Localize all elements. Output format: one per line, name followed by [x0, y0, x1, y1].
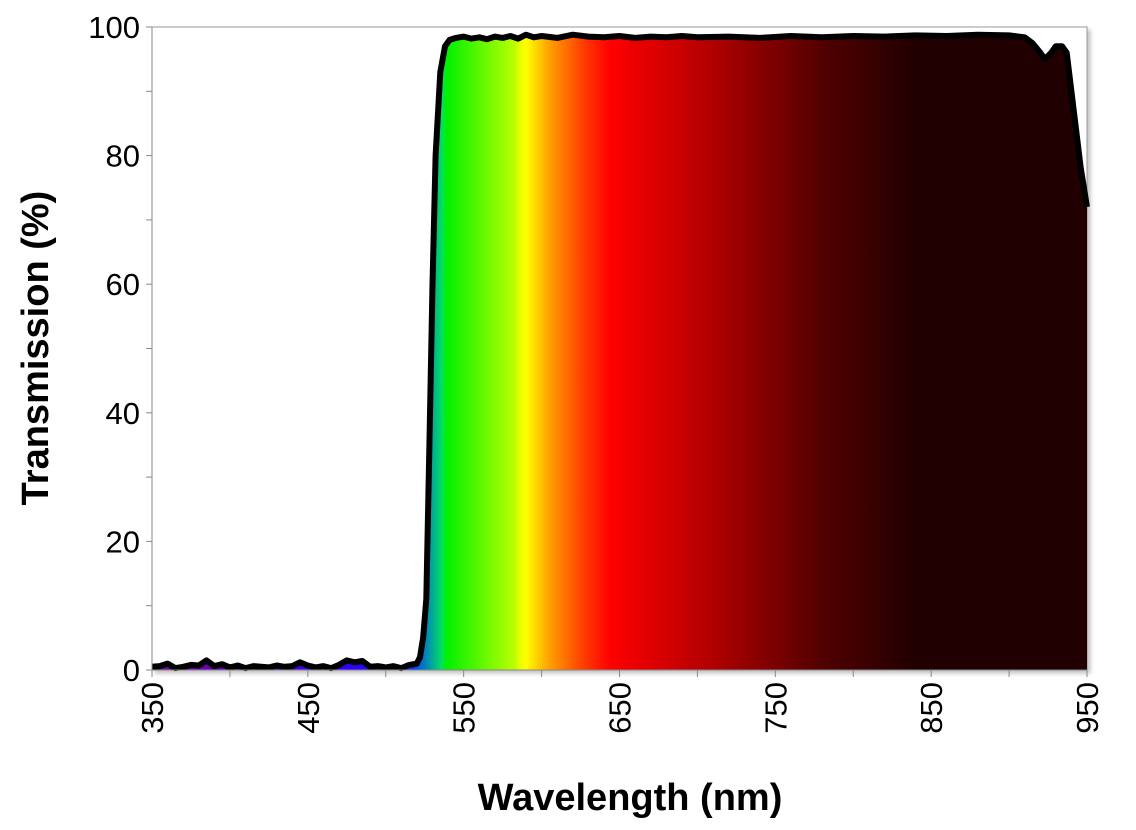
y-tick-label: 60	[106, 267, 140, 302]
y-tick-label: 80	[106, 139, 140, 174]
x-tick-label: 850	[914, 682, 949, 734]
x-tick-label: 750	[758, 682, 793, 734]
y-tick-label: 20	[106, 524, 140, 559]
y-tick-label: 100	[88, 10, 140, 45]
x-tick-label: 550	[447, 682, 482, 734]
y-tick-label: 40	[106, 396, 140, 431]
x-tick-label: 350	[135, 682, 170, 734]
x-tick-label: 450	[291, 682, 326, 734]
x-tick-label: 650	[603, 682, 638, 734]
x-tick-label: 950	[1070, 682, 1105, 734]
x-axis-title: Wavelength (nm)	[478, 777, 783, 819]
y-axis-title: Transmission (%)	[15, 191, 57, 506]
